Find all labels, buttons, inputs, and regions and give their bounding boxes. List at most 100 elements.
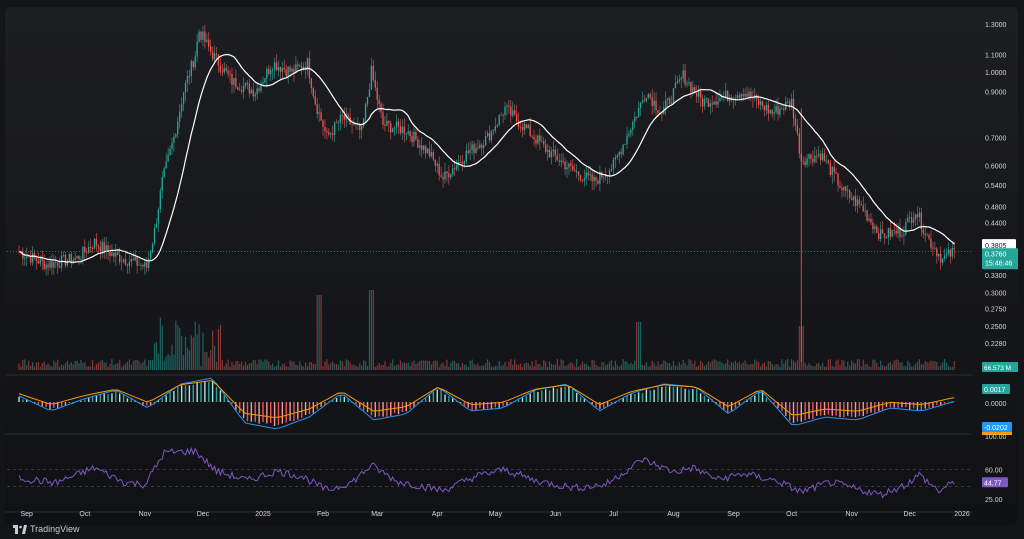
volume-bar — [781, 359, 783, 370]
candle-body — [237, 87, 239, 90]
candle-body — [543, 141, 545, 145]
candle-body — [585, 172, 588, 179]
candle-body — [105, 245, 107, 253]
volume-bar — [117, 363, 119, 370]
candle-body — [682, 70, 684, 79]
candle-body — [146, 262, 148, 268]
volume-bar — [51, 366, 53, 370]
candle-body — [949, 249, 952, 257]
volume-bar — [37, 362, 39, 370]
volume-bar — [849, 365, 851, 370]
macd-histogram-bar — [560, 387, 562, 402]
macd-histogram-bar — [556, 388, 559, 402]
candle-body — [364, 103, 367, 119]
candle-body — [895, 230, 897, 234]
volume-bar — [440, 363, 442, 370]
candle-body — [672, 88, 675, 103]
volume-bar — [717, 361, 719, 370]
volume-bar — [548, 361, 551, 370]
macd-histogram-bar — [130, 397, 133, 402]
candle-body — [287, 66, 289, 76]
candle-body — [692, 87, 694, 92]
volume-bar — [835, 360, 837, 370]
candle-body — [624, 144, 626, 145]
candle-body — [523, 124, 526, 131]
candle-body — [438, 163, 440, 176]
candle-body — [878, 233, 880, 240]
macd-histogram-bar — [878, 402, 880, 412]
macd-histogram-bar — [107, 394, 109, 402]
candle-body — [225, 68, 227, 71]
candle-body — [792, 98, 795, 119]
rsi-tick-label: 60.00 — [985, 468, 1003, 475]
volume-bar — [744, 360, 746, 370]
candle-body — [273, 62, 276, 70]
macd-histogram-bar — [707, 398, 710, 402]
volume-bar — [258, 359, 260, 370]
volume-label: 66.573 M — [984, 365, 1011, 372]
candle-body — [35, 257, 38, 262]
volume-bar — [694, 360, 696, 370]
volume-bar — [134, 360, 136, 370]
volume-bar — [206, 352, 208, 370]
volume-bar — [107, 366, 109, 370]
macd-histogram-bar — [118, 393, 121, 402]
candle-body — [419, 145, 421, 148]
volume-bar — [699, 360, 702, 370]
candle-body — [539, 135, 541, 142]
macd-histogram-bar — [575, 393, 578, 402]
volume-bar — [390, 362, 392, 370]
candle-body — [630, 129, 632, 134]
volume-bar — [345, 359, 347, 370]
macd-histogram-bar — [940, 402, 942, 406]
volume-bar — [144, 359, 146, 370]
candle-body — [107, 245, 109, 252]
volume-bar — [128, 359, 130, 370]
candle-body — [727, 90, 729, 102]
candle-body — [734, 98, 737, 99]
price-tick-label: 0.3300 — [985, 273, 1007, 280]
volume-bar — [794, 362, 797, 370]
volume-bar — [889, 362, 891, 370]
macd-histogram-bar — [188, 385, 191, 402]
volume-bar — [825, 366, 828, 370]
candle-body — [564, 162, 566, 170]
macd-histogram-bar — [115, 390, 117, 402]
macd-histogram-bar — [173, 390, 175, 402]
macd-histogram-bar — [618, 401, 620, 402]
candle-body — [587, 172, 589, 176]
candle-body — [361, 126, 363, 131]
volume-bar — [436, 360, 438, 370]
macd-histogram-bar — [479, 402, 481, 408]
macd-histogram-bar — [378, 402, 380, 417]
macd-histogram-bar — [653, 389, 655, 402]
macd-histogram-bar — [471, 402, 473, 411]
chart-svg[interactable]: 1.3000 1.1000 1.0000 0.9000 0.7000 0.6000 0.54… — [5, 7, 1018, 525]
candle-body — [821, 153, 824, 161]
candle-body — [552, 149, 555, 152]
macd-histogram-bar — [64, 402, 67, 406]
volume-bar — [620, 364, 622, 370]
volume-bar — [388, 366, 390, 370]
volume-bar — [601, 362, 603, 370]
volume-bar — [893, 360, 895, 370]
macd-histogram-bar — [634, 393, 636, 402]
candle-body — [142, 264, 144, 267]
volume-bar — [525, 362, 527, 370]
candle-body — [175, 134, 177, 137]
candle-body — [477, 147, 479, 149]
volume-bar — [618, 366, 620, 370]
volume-bar — [492, 366, 495, 370]
volume-bar — [574, 366, 576, 370]
candle-body — [951, 247, 953, 257]
volume-bar — [45, 364, 47, 370]
volume-bar — [682, 360, 684, 370]
candle-body — [852, 196, 855, 200]
candle-body — [411, 136, 413, 142]
macd-histogram-bar — [374, 402, 376, 418]
volume-bar — [938, 366, 940, 370]
macd-histogram-bar — [111, 393, 113, 402]
macd-histogram-bar — [583, 397, 586, 402]
macd-histogram-bar — [297, 402, 299, 420]
candle-body — [883, 233, 886, 238]
